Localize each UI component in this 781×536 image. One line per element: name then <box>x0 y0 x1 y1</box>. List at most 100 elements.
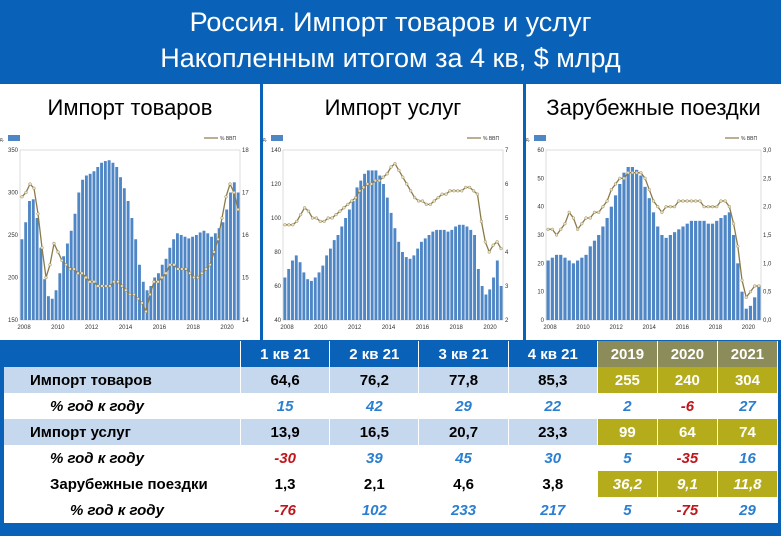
line-point <box>719 199 723 203</box>
bar <box>134 239 138 320</box>
cell: 36,2 <box>597 471 658 497</box>
bar <box>92 171 96 320</box>
bar <box>689 220 694 320</box>
bar <box>727 212 731 320</box>
cell: 29 <box>418 393 509 419</box>
bar <box>435 229 439 320</box>
line-point <box>597 210 601 214</box>
y-tick-right: 3,0 <box>763 148 772 154</box>
cell: 255 <box>597 367 658 393</box>
line-point <box>108 284 112 288</box>
line-point <box>20 195 24 199</box>
bar <box>476 269 480 320</box>
line-point <box>723 199 727 203</box>
bar <box>191 236 195 320</box>
line-point <box>563 222 567 226</box>
bar <box>225 209 229 320</box>
y-tick-right: 16 <box>242 233 249 239</box>
line-point <box>112 280 116 284</box>
line-point <box>184 267 188 271</box>
row-label: % год к году <box>4 445 241 471</box>
chart-travel: $ млрд. % ВВП 0 10 20 30 40 50 60 0,0 0,5 1,0 1,5 2,0… <box>526 132 781 340</box>
x-tick: 2012 <box>85 325 99 331</box>
line-point <box>546 227 550 231</box>
line-point <box>630 171 635 175</box>
bar <box>130 218 134 320</box>
line-point <box>580 222 584 226</box>
line-point <box>283 223 287 227</box>
line-point <box>212 250 216 254</box>
bar <box>731 235 736 320</box>
line-point <box>444 192 448 196</box>
plot-frame <box>282 149 504 321</box>
line-point <box>365 182 370 186</box>
y-tick-right: 1,5 <box>763 233 772 239</box>
line-point <box>702 205 706 209</box>
y-tick-left: 10 <box>537 290 544 296</box>
line-point <box>200 271 204 275</box>
bar <box>302 272 306 320</box>
y-tick-left: 80 <box>274 250 281 256</box>
header-q3: 3 кв 21 <box>418 341 509 367</box>
line-point <box>413 195 417 200</box>
line-point <box>140 301 144 305</box>
line-point <box>204 267 208 271</box>
x-tick: 2012 <box>609 325 623 331</box>
bar <box>210 236 213 320</box>
bar <box>592 240 597 320</box>
legend-left-label: $ млрд. <box>263 137 267 143</box>
bar <box>306 279 310 320</box>
header-2020: 2020 <box>657 341 718 367</box>
bar <box>618 184 622 320</box>
line-point <box>393 162 397 166</box>
bar <box>677 229 681 320</box>
bar <box>65 243 69 320</box>
bar <box>221 222 225 320</box>
y-tick-left: 200 <box>8 276 19 282</box>
line-point <box>651 199 656 203</box>
y-tick-right: 5 <box>505 216 509 222</box>
legend-left-label: $ млрд. <box>0 137 4 143</box>
x-tick: 2014 <box>382 325 396 331</box>
line-point <box>361 185 366 189</box>
y-tick-right: 2,5 <box>763 176 772 182</box>
bar <box>175 233 179 320</box>
y-tick-left: 140 <box>271 148 282 154</box>
bar <box>126 201 130 320</box>
line-point <box>672 205 677 209</box>
bar <box>351 201 355 320</box>
line-point <box>609 188 613 192</box>
table-row: % год к году -30 39 45 30 5 -35 16 <box>4 445 779 471</box>
line-point <box>32 186 36 190</box>
line-point <box>36 212 40 216</box>
line-point <box>495 240 499 244</box>
cell: 22 <box>508 393 598 419</box>
bar <box>347 209 351 320</box>
line-point <box>479 219 483 223</box>
bar <box>605 218 609 320</box>
bar <box>370 170 374 320</box>
row-label: Зарубежные поездки <box>4 471 241 497</box>
bar <box>73 213 77 320</box>
line-point <box>192 275 196 280</box>
line-point <box>88 280 92 284</box>
line-point <box>76 271 80 275</box>
bar <box>710 223 715 320</box>
y-tick-left: 0 <box>541 318 545 324</box>
line-point <box>487 250 491 254</box>
bar <box>157 273 160 320</box>
cell: 74 <box>717 419 779 445</box>
line-point <box>100 284 104 288</box>
bar <box>172 239 176 320</box>
bar <box>202 230 206 320</box>
x-tick: 2010 <box>576 325 590 331</box>
bar <box>385 197 389 320</box>
line-point <box>554 233 559 237</box>
line-point <box>715 205 719 209</box>
line-point <box>744 295 748 299</box>
cell: 304 <box>717 367 779 393</box>
title-line-1: Россия. Импорт товаров и услуг <box>189 7 592 37</box>
line-point <box>635 171 639 175</box>
line-point <box>318 219 322 223</box>
line-point <box>306 209 311 213</box>
